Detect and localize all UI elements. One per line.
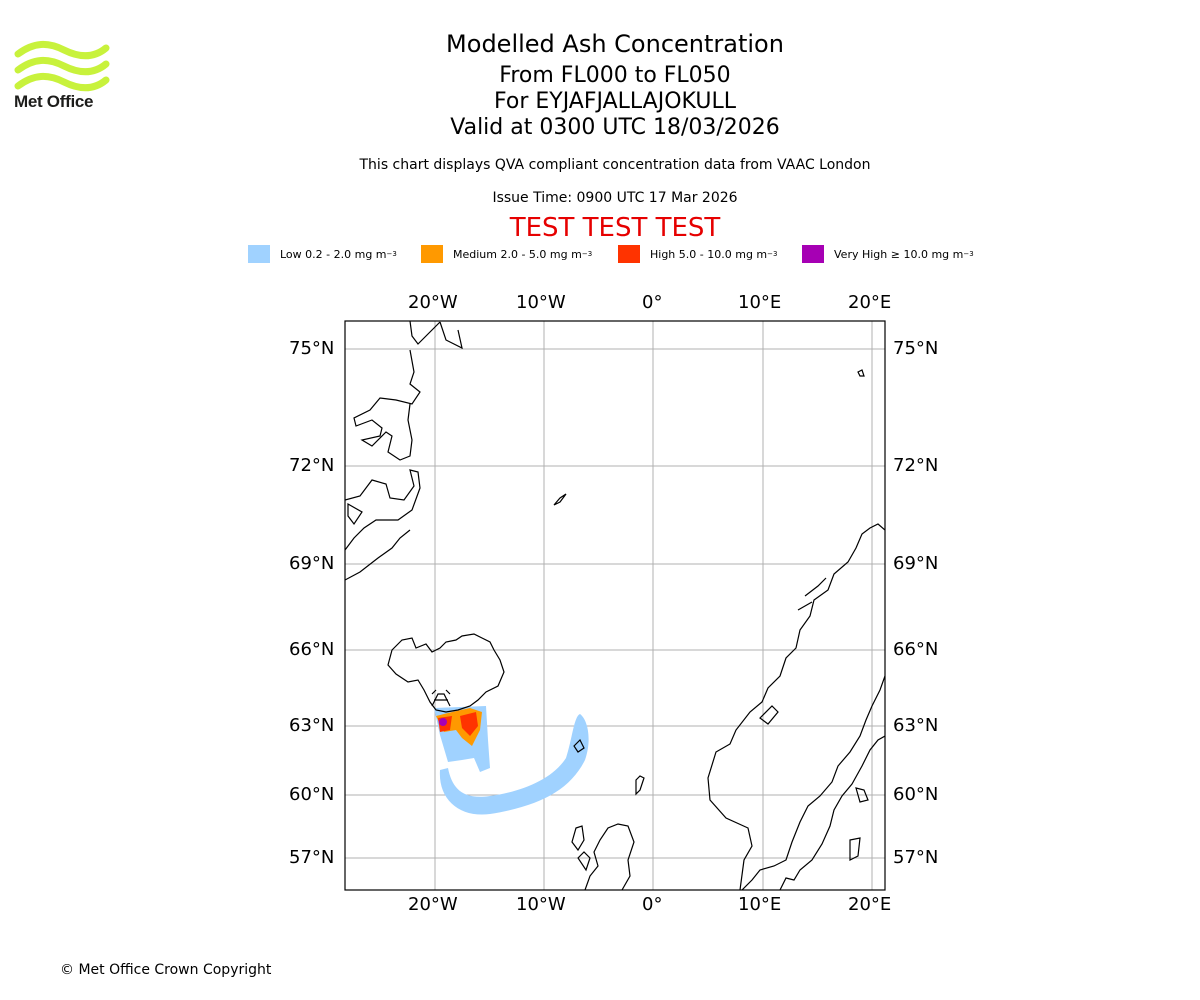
chart-title: Modelled Ash Concentration bbox=[446, 30, 784, 58]
lon-label-top: 0° bbox=[642, 292, 663, 313]
lat-label-left: 75°N bbox=[289, 338, 335, 359]
lat-label-right: 60°N bbox=[893, 784, 939, 805]
lat-label-right: 69°N bbox=[893, 553, 939, 574]
lon-label-bottom: 0° bbox=[642, 894, 663, 915]
legend-medium-swatch bbox=[421, 245, 443, 263]
lat-label-right: 66°N bbox=[893, 639, 939, 660]
legend-medium: Medium 2.0 - 5.0 mg m −3 bbox=[421, 244, 592, 264]
lat-label-left: 63°N bbox=[289, 715, 335, 736]
lon-label-bottom: 20°E bbox=[848, 894, 892, 915]
flight-levels: From FL000 to FL050 bbox=[499, 63, 731, 88]
legend-unit-exp: −3 bbox=[581, 250, 593, 258]
lat-label-left: 69°N bbox=[289, 553, 335, 574]
lat-label-left: 66°N bbox=[289, 639, 335, 660]
legend-unit-exp: −3 bbox=[963, 250, 974, 258]
legend-high-swatch bbox=[618, 245, 640, 263]
lon-label-top: 10°W bbox=[516, 292, 566, 313]
legend-very-high-swatch bbox=[802, 245, 824, 263]
legend-very-high: Very High ≥ 10.0 mg m −3 bbox=[802, 244, 974, 264]
legend-high-label: High 5.0 - 10.0 mg m bbox=[650, 247, 768, 261]
coastlines bbox=[345, 321, 885, 890]
volcano-name: For EYJAFJALLAJOKULL bbox=[494, 89, 736, 114]
legend-high: High 5.0 - 10.0 mg m −3 bbox=[618, 244, 777, 264]
test-banner: TEST TEST TEST bbox=[509, 213, 721, 243]
legend-very-high-label: Very High ≥ 10.0 mg m bbox=[834, 247, 964, 261]
lon-label-bottom: 10°W bbox=[516, 894, 566, 915]
lat-label-left: 57°N bbox=[289, 847, 335, 868]
valid-time: Valid at 0300 UTC 18/03/2026 bbox=[450, 115, 780, 140]
ash-very-high-area bbox=[439, 718, 447, 726]
legend-medium-label: Medium 2.0 - 5.0 mg m bbox=[453, 247, 582, 261]
legend-unit-exp: −3 bbox=[767, 250, 778, 258]
lat-label-left: 60°N bbox=[289, 784, 335, 805]
lat-label-right: 63°N bbox=[893, 715, 939, 736]
lat-label-right: 72°N bbox=[893, 455, 939, 476]
lon-label-bottom: 20°W bbox=[408, 894, 458, 915]
lon-label-top: 10°E bbox=[738, 292, 782, 313]
lat-label-right: 57°N bbox=[893, 847, 939, 868]
met-office-logo bbox=[14, 41, 110, 92]
legend-unit-exp: −3 bbox=[386, 250, 397, 258]
lat-label-left: 72°N bbox=[289, 455, 335, 476]
met-office-logo-text: Met Office bbox=[14, 92, 94, 111]
lon-label-top: 20°E bbox=[848, 292, 892, 313]
legend-low-label: Low 0.2 - 2.0 mg m bbox=[280, 247, 387, 261]
lon-label-top: 20°W bbox=[408, 292, 458, 313]
legend-low: Low 0.2 - 2.0 mg m −3 bbox=[248, 244, 397, 264]
legend-low-swatch bbox=[248, 245, 270, 263]
copyright-notice: © Met Office Crown Copyright bbox=[60, 962, 272, 978]
map-frame bbox=[344, 320, 886, 891]
lat-label-right: 75°N bbox=[893, 338, 939, 359]
issue-time: Issue Time: 0900 UTC 17 Mar 2026 bbox=[492, 190, 738, 206]
lon-label-bottom: 10°E bbox=[738, 894, 782, 915]
chart-subtitle: This chart displays QVA compliant concen… bbox=[359, 157, 871, 173]
